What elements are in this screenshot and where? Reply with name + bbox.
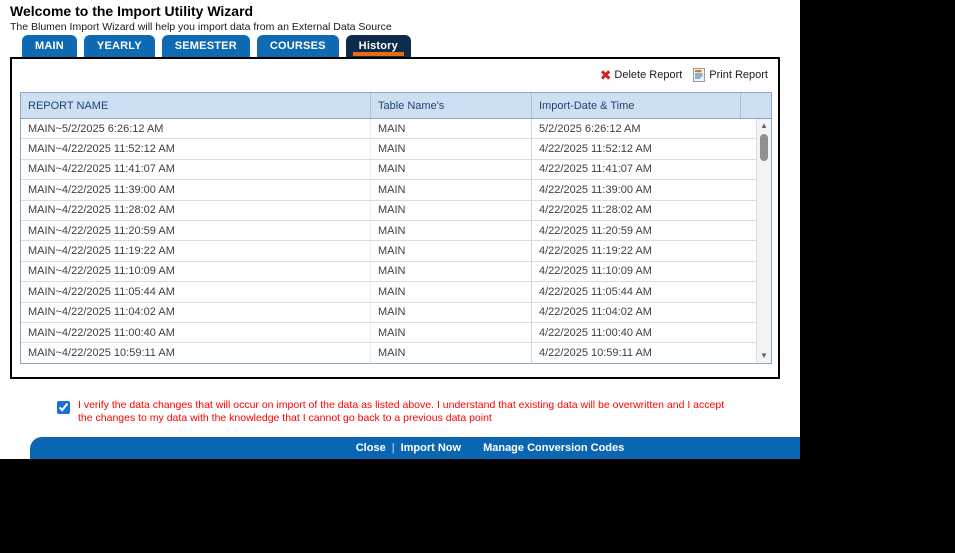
verify-checkbox[interactable]: [57, 401, 70, 414]
scrollbar-up-arrow-icon[interactable]: ▲: [760, 121, 768, 130]
tab-bar: MAIN YEARLY SEMESTER COURSES History: [22, 35, 411, 57]
table-name-cell: MAIN: [371, 180, 532, 200]
import-wizard-window: Welcome to the Import Utility Wizard The…: [0, 0, 800, 459]
table-name-cell: MAIN: [371, 139, 532, 159]
scrollbar-down-arrow-icon[interactable]: ▼: [760, 351, 768, 360]
table-name-cell: MAIN: [371, 282, 532, 302]
page-title: Welcome to the Import Utility Wizard: [10, 3, 254, 19]
table-row[interactable]: MAIN~4/22/2025 11:28:02 AM MAIN 4/22/2025 …: [21, 200, 771, 221]
delete-report-label: Delete Report: [614, 69, 683, 81]
tab-main[interactable]: MAIN: [22, 35, 77, 57]
import-datetime-cell: 4/22/2025 11:41:07 AM: [539, 163, 652, 176]
table-name-cell: MAIN: [371, 241, 532, 261]
report-name-cell: MAIN~4/22/2025 11:19:22 AM: [21, 241, 371, 261]
footer-separator: |: [391, 442, 395, 454]
import-datetime-cell: 4/22/2025 11:00:40 AM: [539, 326, 652, 339]
import-datetime-cell: 4/22/2025 11:04:02 AM: [539, 306, 652, 319]
table-row[interactable]: MAIN~4/22/2025 11:39:00 AM MAIN 4/22/2025 …: [21, 180, 771, 201]
report-toolbar: ✖ Delete Report Print Report: [600, 67, 768, 83]
table-row[interactable]: MAIN~4/22/2025 10:59:11 AM MAIN 4/22/2025 …: [21, 343, 771, 363]
table-name-cell: MAIN: [371, 343, 532, 363]
table-row[interactable]: MAIN~4/22/2025 11:00:40 AM MAIN 4/22/2025 …: [21, 322, 771, 344]
report-name-cell: MAIN~4/22/2025 11:41:07 AM: [21, 159, 371, 180]
print-report-icon: [693, 68, 706, 82]
table-header-row: REPORT NAME Table Name's Import-Date & T…: [21, 93, 771, 119]
report-name-cell: MAIN~4/22/2025 11:04:02 AM: [21, 302, 371, 322]
delete-report-button[interactable]: ✖ Delete Report: [600, 68, 683, 82]
column-header-table-name: Table Name's: [371, 93, 532, 118]
import-datetime-cell: 4/22/2025 11:28:02 AM: [539, 204, 652, 217]
table-row[interactable]: MAIN~4/22/2025 11:19:22 AM MAIN 4/22/2025 …: [21, 241, 771, 262]
column-header-report-name: REPORT NAME: [21, 93, 371, 118]
footer-action-bar: Close | Import Now Manage Conversion Codes: [30, 437, 800, 459]
table-body: MAIN~5/2/2025 6:26:12 AM MAIN 5/2/2025 6:2…: [21, 119, 771, 363]
print-report-button[interactable]: Print Report: [692, 67, 768, 83]
page-subtitle: The Blumen Import Wizard will help you i…: [10, 21, 392, 33]
column-header-scrollbar-spacer: [741, 93, 756, 118]
table-scrollbar[interactable]: ▲ ▼: [756, 119, 771, 363]
import-datetime-cell: 4/22/2025 11:20:59 AM: [539, 224, 652, 237]
table-row[interactable]: MAIN~4/22/2025 11:10:09 AM MAIN 4/22/2025 …: [21, 261, 771, 283]
table-name-cell: MAIN: [371, 200, 532, 220]
tab-semester[interactable]: SEMESTER: [161, 35, 250, 57]
import-datetime-cell: 4/22/2025 11:52:12 AM: [539, 143, 652, 156]
report-name-cell: MAIN~4/22/2025 11:52:12 AM: [21, 139, 371, 159]
manage-conversion-codes-button[interactable]: Manage Conversion Codes: [483, 442, 625, 454]
scrollbar-thumb[interactable]: [760, 134, 768, 161]
import-datetime-cell: 4/22/2025 11:05:44 AM: [539, 285, 652, 298]
table-name-cell: MAIN: [371, 220, 532, 241]
report-name-cell: MAIN~4/22/2025 11:05:44 AM: [21, 282, 371, 302]
verify-section: I verify the data changes that will occu…: [57, 399, 740, 424]
report-name-cell: MAIN~4/22/2025 11:39:00 AM: [21, 180, 371, 200]
report-name-cell: MAIN~4/22/2025 11:10:09 AM: [21, 261, 371, 282]
report-name-cell: MAIN~4/22/2025 11:00:40 AM: [21, 322, 371, 343]
table-row[interactable]: MAIN~4/22/2025 11:04:02 AM MAIN 4/22/2025 …: [21, 302, 771, 323]
report-name-cell: MAIN~4/22/2025 11:28:02 AM: [21, 200, 371, 220]
import-now-button[interactable]: Import Now: [400, 442, 462, 454]
table-row[interactable]: MAIN~4/22/2025 11:41:07 AM MAIN 4/22/2025 …: [21, 159, 771, 181]
report-name-cell: MAIN~4/22/2025 10:59:11 AM: [21, 343, 371, 363]
table-name-cell: MAIN: [371, 159, 532, 180]
print-report-label: Print Report: [709, 69, 768, 81]
table-name-cell: MAIN: [371, 261, 532, 282]
column-header-import-datetime: Import-Date & Time: [532, 93, 741, 118]
table-row[interactable]: MAIN~4/22/2025 11:52:12 AM MAIN 4/22/2025 …: [21, 139, 771, 160]
table-row[interactable]: MAIN~5/2/2025 6:26:12 AM MAIN 5/2/2025 6:2…: [21, 119, 771, 140]
import-datetime-cell: 4/22/2025 10:59:11 AM: [539, 346, 652, 359]
import-datetime-cell: 4/22/2025 11:19:22 AM: [539, 245, 652, 258]
delete-x-icon: ✖: [599, 67, 612, 83]
table-name-cell: MAIN: [371, 302, 532, 322]
verify-warning-text: I verify the data changes that will occu…: [78, 399, 725, 424]
reports-table: REPORT NAME Table Name's Import-Date & T…: [20, 92, 772, 364]
report-name-cell: MAIN~5/2/2025 6:26:12 AM: [21, 119, 371, 139]
close-button[interactable]: Close: [355, 442, 386, 454]
report-name-cell: MAIN~4/22/2025 11:20:59 AM: [21, 220, 371, 241]
table-row[interactable]: MAIN~4/22/2025 11:05:44 AM MAIN 4/22/2025 …: [21, 282, 771, 303]
table-name-cell: MAIN: [371, 322, 532, 343]
table-row[interactable]: MAIN~4/22/2025 11:20:59 AM MAIN 4/22/2025 …: [21, 220, 771, 242]
tab-courses[interactable]: COURSES: [256, 35, 339, 57]
tab-history[interactable]: History: [345, 35, 411, 57]
history-panel: ✖ Delete Report Print Report REP: [10, 57, 780, 379]
tab-yearly[interactable]: YEARLY: [83, 35, 155, 57]
table-name-cell: MAIN: [371, 119, 532, 139]
import-datetime-cell: 5/2/2025 6:26:12 AM: [539, 122, 641, 135]
import-datetime-cell: 4/22/2025 11:10:09 AM: [539, 265, 652, 278]
import-datetime-cell: 4/22/2025 11:39:00 AM: [539, 183, 652, 196]
